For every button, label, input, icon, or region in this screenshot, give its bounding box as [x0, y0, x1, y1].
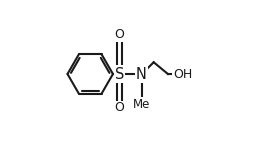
Text: N: N — [136, 66, 147, 82]
Text: O: O — [115, 101, 124, 114]
Text: O: O — [115, 28, 124, 41]
Text: S: S — [115, 66, 124, 82]
Text: Me: Me — [133, 98, 150, 111]
Text: OH: OH — [173, 67, 192, 81]
